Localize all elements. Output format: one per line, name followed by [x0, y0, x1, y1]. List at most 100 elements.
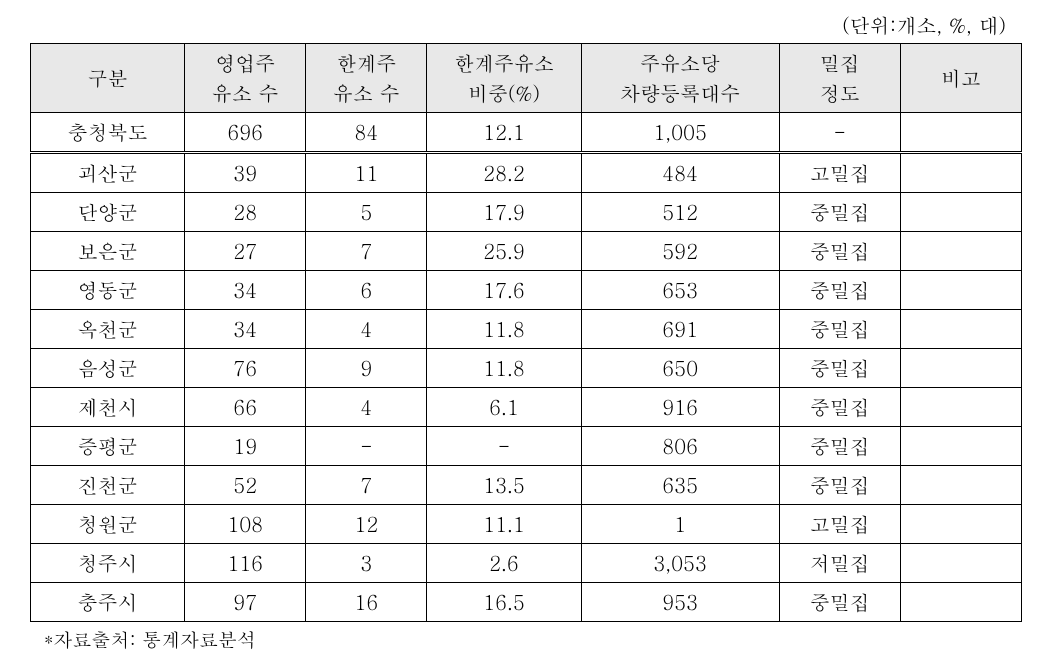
cell-density: 중밀집 [779, 271, 900, 310]
cell-region: 단양군 [31, 193, 185, 232]
cell-per: 1 [581, 505, 779, 544]
cell-region: 충청북도 [31, 113, 185, 153]
cell-ratio: 2.6 [427, 544, 581, 583]
header-ratio-line1: 한계주유소 [454, 48, 554, 77]
cell-ratio: 25.9 [427, 232, 581, 271]
table-header: 구분 영업주 유소 수 한계주 유소 수 한계주유소 비중(%) 주유소당 차량… [31, 44, 1022, 113]
cell-marginal: 9 [306, 349, 427, 388]
cell-region: 영동군 [31, 271, 185, 310]
cell-density: 저밀집 [779, 544, 900, 583]
cell-biz: 97 [185, 583, 306, 622]
cell-ratio: 12.1 [427, 113, 581, 153]
table-row: 진천군52713.5635중밀집 [31, 466, 1022, 505]
cell-note [900, 505, 1021, 544]
cell-ratio: 17.6 [427, 271, 581, 310]
header-biz-line2: 유소 수 [212, 78, 279, 107]
cell-ratio: 11.8 [427, 349, 581, 388]
cell-region: 보은군 [31, 232, 185, 271]
cell-ratio: - [427, 427, 581, 466]
cell-note [900, 153, 1021, 193]
header-biz-line1: 영업주 [215, 48, 275, 77]
cell-density: - [779, 113, 900, 153]
header-note: 비고 [900, 44, 1021, 113]
cell-marginal: - [306, 427, 427, 466]
cell-marginal: 4 [306, 388, 427, 427]
cell-per: 512 [581, 193, 779, 232]
cell-biz: 39 [185, 153, 306, 193]
cell-per: 1,005 [581, 113, 779, 153]
cell-marginal: 16 [306, 583, 427, 622]
header-density-line2: 정도 [820, 78, 860, 107]
cell-note [900, 232, 1021, 271]
cell-biz: 34 [185, 271, 306, 310]
cell-biz: 52 [185, 466, 306, 505]
table-row: 충주시971616.5953중밀집 [31, 583, 1022, 622]
cell-density: 고밀집 [779, 153, 900, 193]
header-ratio-line2: 비중(%) [468, 78, 540, 107]
unit-label: (단위:개소, %, 대) [30, 10, 1022, 39]
cell-biz: 66 [185, 388, 306, 427]
cell-density: 중밀집 [779, 349, 900, 388]
header-per-line2: 차량등록대수 [620, 78, 740, 107]
cell-marginal: 7 [306, 232, 427, 271]
table-row: 증평군19--806중밀집 [31, 427, 1022, 466]
cell-region: 진천군 [31, 466, 185, 505]
table-row: 괴산군391128.2484고밀집 [31, 153, 1022, 193]
cell-per: 650 [581, 349, 779, 388]
cell-biz: 108 [185, 505, 306, 544]
cell-marginal: 84 [306, 113, 427, 153]
cell-region: 괴산군 [31, 153, 185, 193]
cell-region: 충주시 [31, 583, 185, 622]
cell-density: 고밀집 [779, 505, 900, 544]
cell-density: 중밀집 [779, 427, 900, 466]
cell-note [900, 193, 1021, 232]
table-row: 청원군1081211.11고밀집 [31, 505, 1022, 544]
cell-region: 증평군 [31, 427, 185, 466]
table-row: 옥천군34411.8691중밀집 [31, 310, 1022, 349]
cell-marginal: 3 [306, 544, 427, 583]
cell-region: 옥천군 [31, 310, 185, 349]
cell-biz: 696 [185, 113, 306, 153]
header-density: 밀집 정도 [779, 44, 900, 113]
cell-biz: 19 [185, 427, 306, 466]
header-biz: 영업주 유소 수 [185, 44, 306, 113]
cell-per: 916 [581, 388, 779, 427]
cell-ratio: 11.8 [427, 310, 581, 349]
header-per-line1: 주유소당 [640, 48, 720, 77]
cell-per: 653 [581, 271, 779, 310]
cell-ratio: 13.5 [427, 466, 581, 505]
header-ratio: 한계주유소 비중(%) [427, 44, 581, 113]
header-density-line1: 밀집 [820, 48, 860, 77]
cell-biz: 27 [185, 232, 306, 271]
cell-biz: 34 [185, 310, 306, 349]
cell-per: 484 [581, 153, 779, 193]
cell-density: 중밀집 [779, 232, 900, 271]
cell-ratio: 28.2 [427, 153, 581, 193]
cell-ratio: 17.9 [427, 193, 581, 232]
cell-note [900, 427, 1021, 466]
table-row: 단양군28517.9512중밀집 [31, 193, 1022, 232]
cell-density: 중밀집 [779, 466, 900, 505]
cell-ratio: 16.5 [427, 583, 581, 622]
cell-per: 953 [581, 583, 779, 622]
header-marginal: 한계주 유소 수 [306, 44, 427, 113]
cell-ratio: 6.1 [427, 388, 581, 427]
cell-note [900, 271, 1021, 310]
table-body: 충청북도6968412.11,005-괴산군391128.2484고밀집단양군2… [31, 113, 1022, 622]
cell-marginal: 11 [306, 153, 427, 193]
table-row: 청주시11632.63,053저밀집 [31, 544, 1022, 583]
cell-region: 음성군 [31, 349, 185, 388]
cell-biz: 28 [185, 193, 306, 232]
cell-region: 청원군 [31, 505, 185, 544]
table-row: 영동군34617.6653중밀집 [31, 271, 1022, 310]
cell-marginal: 6 [306, 271, 427, 310]
table-row: 보은군27725.9592중밀집 [31, 232, 1022, 271]
header-per: 주유소당 차량등록대수 [581, 44, 779, 113]
cell-per: 635 [581, 466, 779, 505]
cell-note [900, 544, 1021, 583]
cell-density: 중밀집 [779, 388, 900, 427]
cell-per: 691 [581, 310, 779, 349]
cell-marginal: 12 [306, 505, 427, 544]
cell-marginal: 7 [306, 466, 427, 505]
cell-marginal: 4 [306, 310, 427, 349]
